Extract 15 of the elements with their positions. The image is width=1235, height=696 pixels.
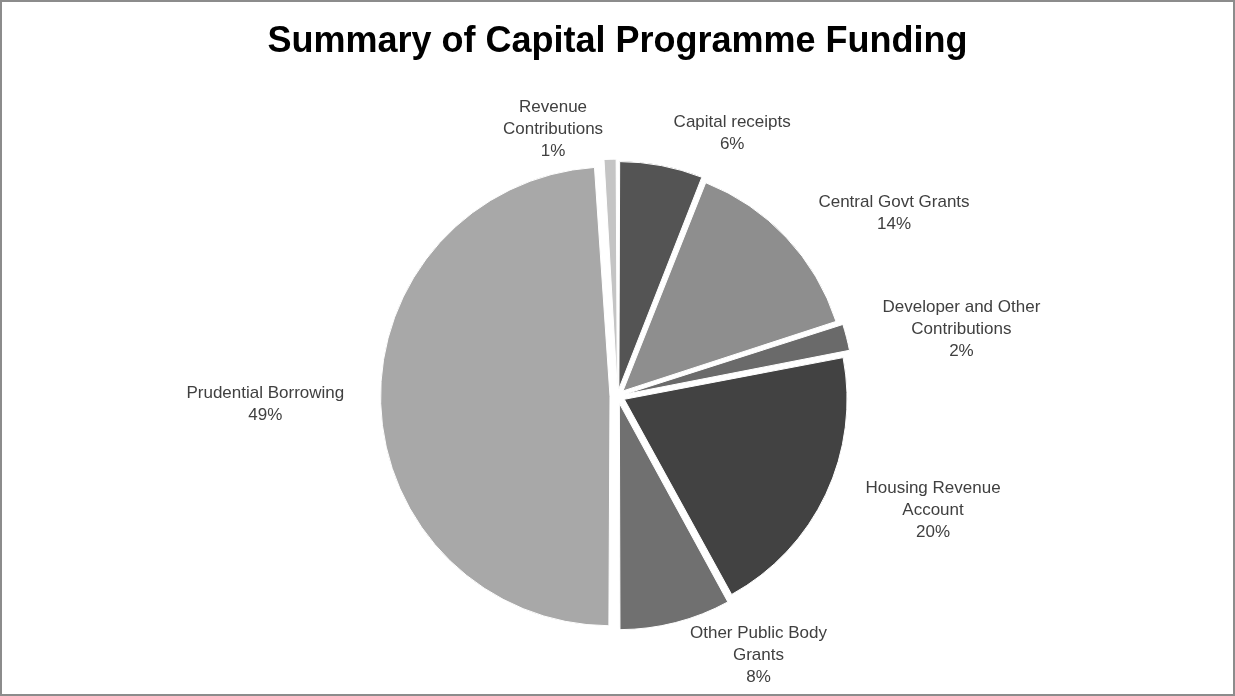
slice-label: Revenue Contributions bbox=[502, 96, 604, 138]
data-label: 49% bbox=[248, 405, 283, 425]
slice-label: Capital receipts bbox=[673, 112, 791, 132]
data-label: 6% bbox=[719, 134, 745, 154]
data-label: 8% bbox=[746, 666, 771, 686]
data-label: 20% bbox=[916, 521, 951, 541]
slice-label: Other Public Body Grants bbox=[690, 622, 828, 664]
data-label: 1% bbox=[540, 140, 566, 160]
slice-label: Developer and Other Contributions bbox=[882, 297, 1041, 339]
chart-title: Summary of Capital Programme Funding bbox=[267, 18, 968, 60]
slice-label: Prudential Borrowing bbox=[186, 383, 345, 403]
slice-label: Central Govt Grants bbox=[818, 191, 970, 211]
slice-label: Housing Revenue Account bbox=[865, 477, 1001, 519]
data-label: 14% bbox=[876, 213, 912, 233]
data-label: 2% bbox=[949, 341, 974, 361]
